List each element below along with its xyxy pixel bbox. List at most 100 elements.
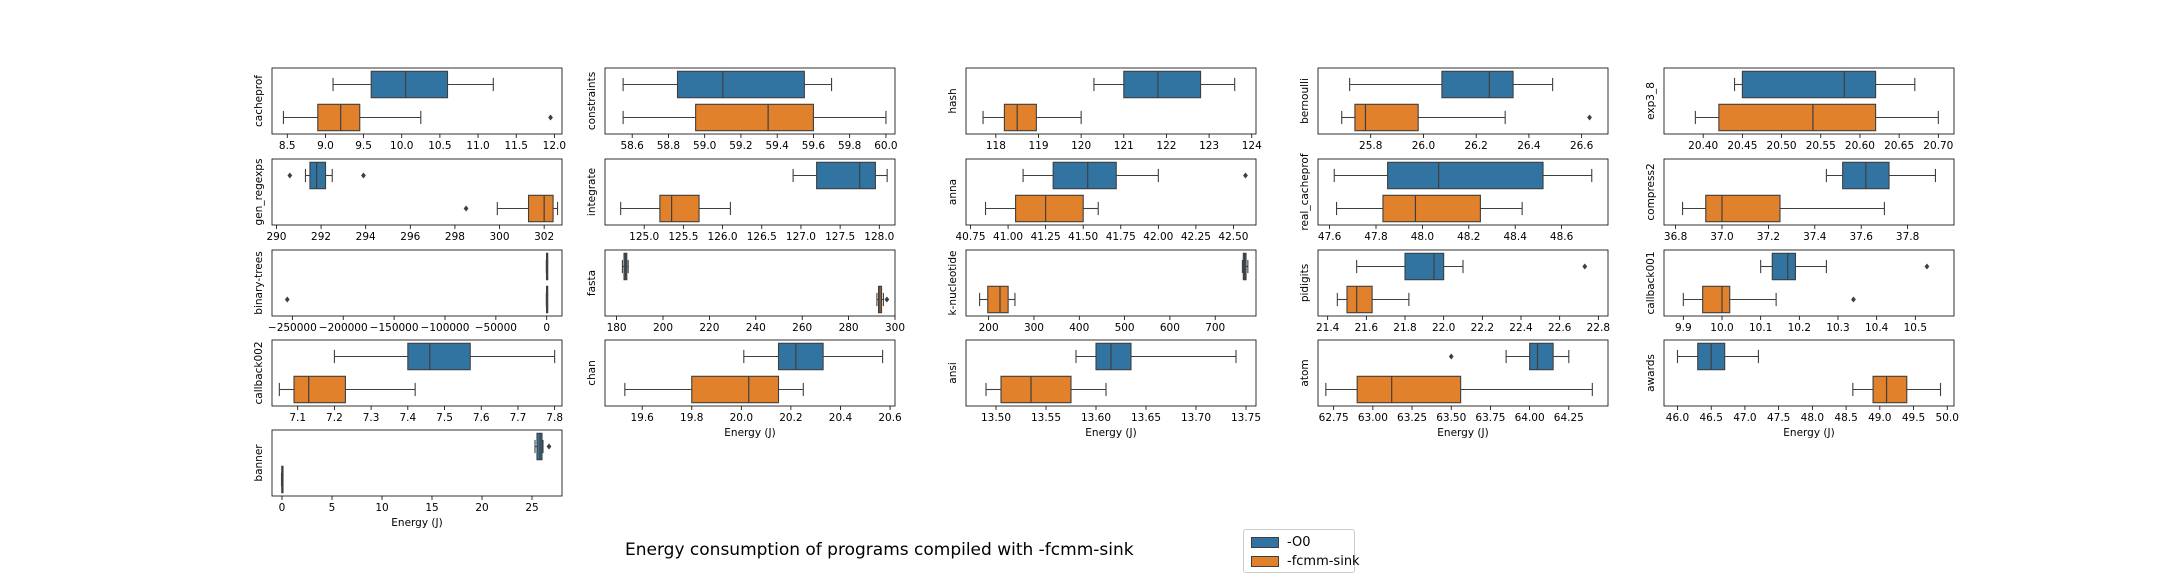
x-tick-label: 59.8 — [838, 140, 861, 152]
x-axis-label: Energy (J) — [1783, 427, 1834, 439]
x-tick-label: 120 — [1071, 140, 1091, 152]
x-tick-label: 62.75 — [1319, 412, 1349, 424]
x-tick-label: 127.5 — [825, 231, 855, 243]
x-tick-label: 37.2 — [1757, 231, 1780, 243]
box-fcmm-sink — [317, 103, 361, 132]
x-tick-label: 36.8 — [1664, 231, 1687, 243]
box-fcmm-sink — [691, 375, 780, 404]
x-tick-label: 13.50 — [981, 412, 1011, 424]
subplot-integrate: 125.0 125.5 126.0 126.5 127.0 127.5 128.0 integ… — [586, 158, 896, 243]
x-tick-label: 20.40 — [1688, 140, 1718, 152]
outlier-o0 — [361, 172, 366, 179]
x-tick-label: 22.6 — [1548, 322, 1572, 334]
x-tick-label: 5 — [329, 502, 336, 514]
subplot-bernoulli: 25.8 26.0 26.2 26.4 26.6 bernoulli — [1299, 67, 1609, 152]
x-tick-label: 200 — [653, 322, 673, 334]
legend-label-o0: -O0 — [1287, 534, 1311, 550]
x-tick-label: 10.0 — [390, 140, 413, 152]
x-tick-label: 121 — [1114, 140, 1134, 152]
x-tick-label: 19.8 — [680, 412, 703, 424]
x-tick-label: 296 — [400, 231, 420, 243]
x-tick-label: 500 — [1115, 322, 1135, 334]
box-fcmm-sink — [527, 194, 554, 223]
outlier-fcmm-sink — [1587, 114, 1592, 121]
box-fcmm-sink — [987, 285, 1009, 314]
x-tick-label: 25.8 — [1359, 140, 1382, 152]
x-axis-label: Energy (J) — [724, 427, 775, 439]
x-tick-label: 64.00 — [1515, 412, 1545, 424]
box-fcmm-sink — [1000, 375, 1072, 404]
subplot-fasta: 180 200 220 240 260 280 300 fasta — [586, 249, 905, 334]
subplot-cacheprof: 8.5 9.0 9.5 10.0 10.5 11.0 11.5 12.0 cacheprof — [253, 67, 566, 152]
x-tick-label: 20.65 — [1884, 140, 1914, 152]
box-fcmm-sink — [1354, 103, 1419, 132]
x-tick-label: 22.0 — [1432, 322, 1455, 334]
x-tick-label: 42.00 — [1143, 231, 1173, 243]
box-o0 — [1123, 70, 1202, 99]
axes-frame — [271, 158, 563, 226]
y-axis-label-anna: anna — [947, 179, 959, 205]
axes-frame — [1663, 158, 1955, 226]
box-o0 — [407, 342, 471, 371]
x-tick-label: 21.8 — [1393, 322, 1416, 334]
x-tick-label: 126.0 — [708, 231, 738, 243]
x-tick-label: 20.2 — [779, 412, 802, 424]
x-tick-label: 26.0 — [1412, 140, 1435, 152]
y-axis-label-integrate: integrate — [586, 168, 598, 216]
legend-item-fcmm-sink: -fcmm-sink — [1251, 553, 1360, 569]
box-o0 — [1771, 252, 1797, 281]
x-axis-label: Energy (J) — [1085, 427, 1136, 439]
box-o0 — [309, 161, 327, 190]
x-tick-label: 47.8 — [1364, 231, 1387, 243]
legend-item-o0: -O0 — [1251, 534, 1311, 550]
x-tick-label: 298 — [445, 231, 465, 243]
y-axis-label-ansi: ansi — [947, 362, 959, 383]
x-tick-label: 7.7 — [510, 412, 527, 424]
x-tick-label: 302 — [534, 231, 554, 243]
outlier-o0 — [1448, 353, 1454, 360]
outlier-o0 — [1924, 263, 1930, 270]
axes-frame — [604, 158, 896, 226]
legend-label-fcmm-sink: -fcmm-sink — [1287, 553, 1360, 569]
x-tick-label: 126.5 — [747, 231, 777, 243]
x-tick-label: 294 — [356, 231, 376, 243]
x-tick-label: 63.25 — [1397, 412, 1427, 424]
box-fcmm-sink — [293, 375, 346, 404]
x-tick-label: 22.2 — [1471, 322, 1494, 334]
x-tick-label: 9.5 — [355, 140, 372, 152]
y-axis-label-k-nucleotide: k-nucleotide — [947, 251, 959, 316]
x-tick-label: 20.55 — [1806, 140, 1836, 152]
box-o0 — [1404, 252, 1445, 281]
x-tick-label: 125.5 — [668, 231, 698, 243]
x-tick-label: −50000 — [475, 322, 517, 334]
axes-frame — [271, 339, 563, 407]
x-tick-label: 63.50 — [1436, 412, 1466, 424]
y-axis-label-real-cacheprof: real_cacheprof — [1299, 153, 1311, 230]
axes-frame — [271, 67, 563, 135]
axes-frame — [965, 339, 1257, 407]
axes-frame — [1663, 67, 1955, 135]
x-tick-label: 0 — [279, 502, 286, 514]
outlier-o0 — [1243, 172, 1248, 179]
x-tick-label: 46.0 — [1666, 412, 1689, 424]
x-tick-label: 122 — [1156, 140, 1176, 152]
x-tick-label: 47.0 — [1733, 412, 1756, 424]
subplot-callback002: 7.1 7.2 7.3 7.4 7.5 7.6 7.7 7.8 callback002 — [253, 339, 563, 424]
x-tick-label: 11.5 — [505, 140, 528, 152]
x-tick-label: 280 — [839, 322, 859, 334]
subplot-pidigits: 21.4 21.6 21.8 22.0 22.2 22.4 22.6 22.8 pidigits — [1299, 249, 1610, 334]
x-tick-label: 7.5 — [436, 412, 453, 424]
axes-frame — [1317, 339, 1609, 407]
x-tick-label: 300 — [490, 231, 510, 243]
x-tick-label: 200 — [979, 322, 999, 334]
subplot-awards: 46.0 46.5 47.0 47.5 48.0 48.5 49.0 49.5 50.0 awar… — [1645, 339, 1959, 439]
x-tick-label: 260 — [792, 322, 812, 334]
box-o0 — [1529, 342, 1554, 371]
y-axis-label-atom: atom — [1299, 359, 1311, 386]
x-tick-label: 37.0 — [1710, 231, 1733, 243]
box-o0 — [777, 342, 824, 371]
y-axis-label-chan: chan — [586, 360, 598, 386]
x-tick-label: 42.25 — [1181, 231, 1211, 243]
y-axis-label-binary-trees: binary-trees — [253, 251, 265, 314]
x-tick-label: 292 — [311, 231, 331, 243]
